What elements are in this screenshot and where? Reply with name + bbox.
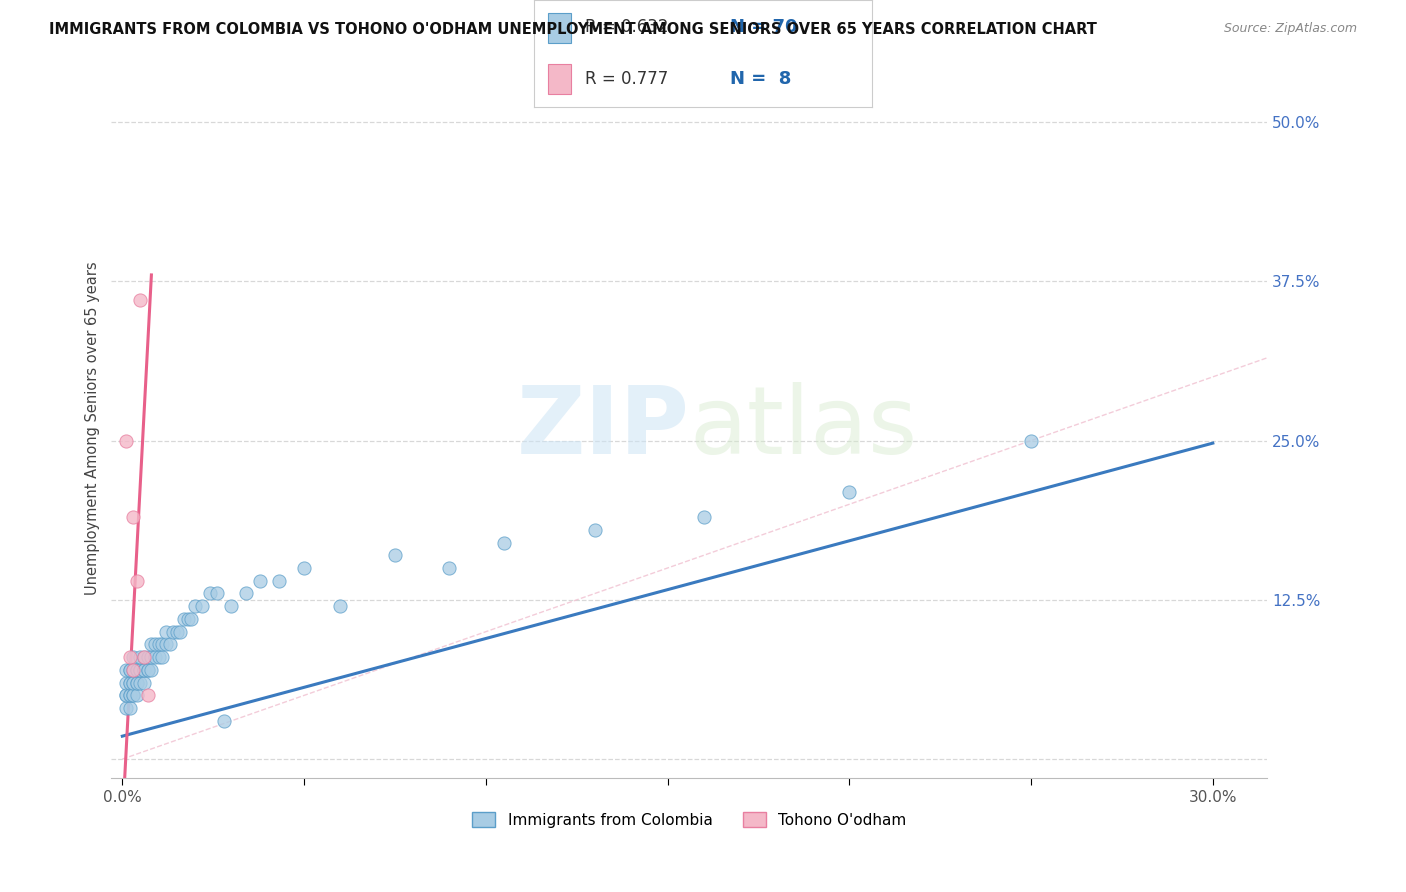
- Point: [115, 434, 138, 448]
- FancyBboxPatch shape: [548, 64, 571, 95]
- Point: [235, 586, 257, 600]
- Point: [134, 675, 156, 690]
- Point: [134, 663, 156, 677]
- Point: [118, 675, 141, 690]
- Point: [150, 637, 173, 651]
- Point: [143, 650, 166, 665]
- Text: IMMIGRANTS FROM COLOMBIA VS TOHONO O'ODHAM UNEMPLOYMENT AMONG SENIORS OVER 65 YE: IMMIGRANTS FROM COLOMBIA VS TOHONO O'ODH…: [49, 22, 1097, 37]
- Point: [205, 586, 228, 600]
- Point: [122, 689, 145, 703]
- Point: [141, 650, 163, 665]
- Point: [329, 599, 352, 614]
- FancyBboxPatch shape: [548, 12, 571, 43]
- Legend: Immigrants from Colombia, Tohono O'odham: Immigrants from Colombia, Tohono O'odham: [467, 805, 912, 834]
- Point: [148, 637, 170, 651]
- Point: [292, 561, 315, 575]
- Point: [118, 689, 141, 703]
- Point: [173, 612, 195, 626]
- Text: N =  8: N = 8: [730, 70, 792, 87]
- Point: [583, 523, 606, 537]
- Point: [166, 624, 188, 639]
- Point: [838, 484, 860, 499]
- Point: [122, 663, 145, 677]
- Point: [155, 637, 177, 651]
- Point: [122, 663, 145, 677]
- Text: R = 0.777: R = 0.777: [585, 70, 668, 87]
- Point: [118, 663, 141, 677]
- Point: [198, 586, 221, 600]
- Text: N = 70: N = 70: [730, 19, 797, 37]
- Point: [125, 663, 148, 677]
- Point: [191, 599, 214, 614]
- Point: [169, 624, 191, 639]
- Point: [122, 675, 145, 690]
- Point: [159, 637, 181, 651]
- Point: [492, 535, 515, 549]
- Point: [1019, 434, 1042, 448]
- Text: ZIP: ZIP: [516, 382, 689, 474]
- Point: [249, 574, 271, 588]
- Point: [118, 663, 141, 677]
- Point: [125, 675, 148, 690]
- Point: [125, 574, 148, 588]
- Point: [155, 624, 177, 639]
- Point: [180, 612, 202, 626]
- Point: [122, 650, 145, 665]
- Point: [115, 663, 138, 677]
- Point: [118, 701, 141, 715]
- Point: [439, 561, 461, 575]
- Point: [693, 510, 716, 524]
- Point: [184, 599, 207, 614]
- Point: [118, 650, 141, 665]
- Point: [134, 650, 156, 665]
- Point: [129, 650, 152, 665]
- Point: [125, 689, 148, 703]
- Y-axis label: Unemployment Among Seniors over 65 years: Unemployment Among Seniors over 65 years: [86, 261, 100, 595]
- Point: [267, 574, 290, 588]
- Point: [212, 714, 235, 728]
- Point: [141, 663, 163, 677]
- Point: [125, 663, 148, 677]
- Point: [136, 689, 159, 703]
- Point: [134, 650, 156, 665]
- Point: [136, 663, 159, 677]
- Point: [129, 663, 152, 677]
- Point: [118, 689, 141, 703]
- Point: [162, 624, 184, 639]
- Point: [384, 548, 406, 562]
- Point: [115, 701, 138, 715]
- Point: [122, 675, 145, 690]
- Point: [129, 663, 152, 677]
- Point: [134, 663, 156, 677]
- Point: [129, 675, 152, 690]
- Text: atlas: atlas: [689, 382, 918, 474]
- Point: [129, 293, 152, 308]
- Point: [143, 637, 166, 651]
- Point: [115, 689, 138, 703]
- Text: Source: ZipAtlas.com: Source: ZipAtlas.com: [1223, 22, 1357, 36]
- Point: [221, 599, 243, 614]
- Point: [122, 510, 145, 524]
- Point: [125, 675, 148, 690]
- Point: [136, 663, 159, 677]
- Point: [115, 689, 138, 703]
- Point: [115, 675, 138, 690]
- Point: [177, 612, 200, 626]
- Point: [122, 689, 145, 703]
- Point: [148, 650, 170, 665]
- Point: [141, 637, 163, 651]
- Point: [118, 675, 141, 690]
- Point: [150, 650, 173, 665]
- Point: [136, 650, 159, 665]
- Text: R = 0.632: R = 0.632: [585, 19, 668, 37]
